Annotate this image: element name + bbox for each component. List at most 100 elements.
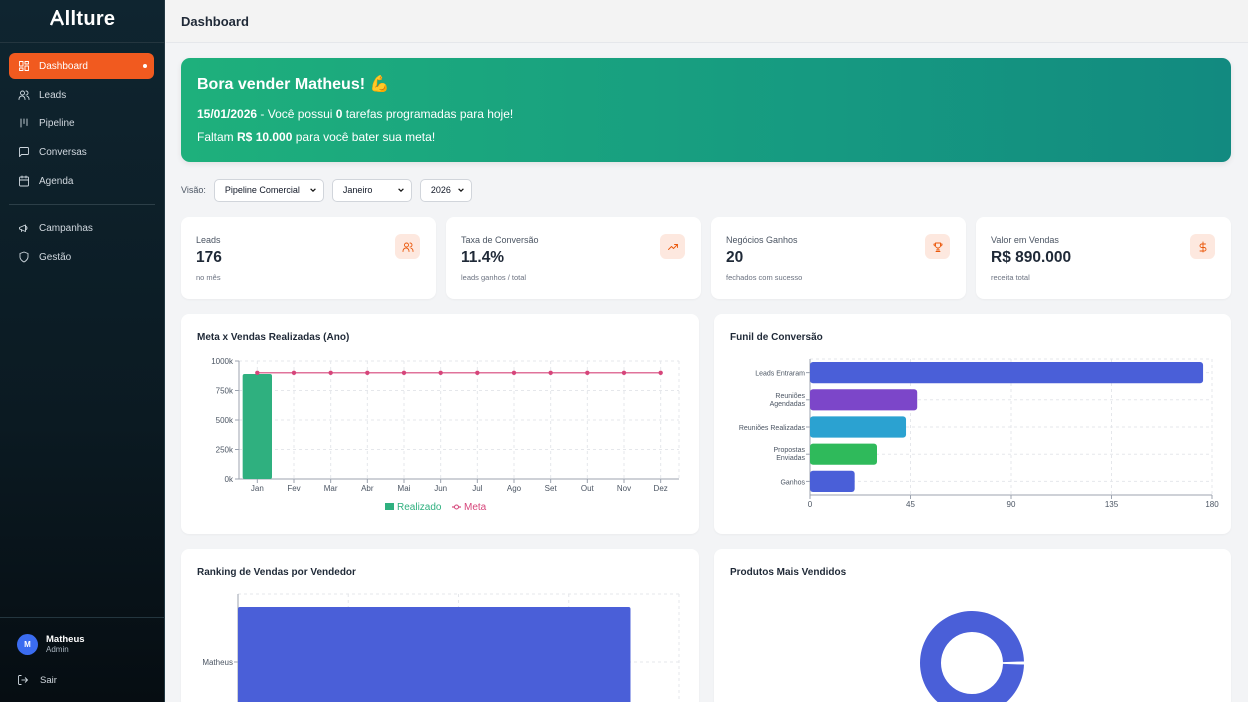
sidebar-item-conversas[interactable]: Conversas — [9, 139, 154, 165]
y-tick-label: Leads Entraram — [755, 371, 805, 378]
y-tick-label: 500k — [216, 416, 234, 425]
meta-point — [438, 370, 443, 375]
sidebar-divider — [0, 617, 165, 618]
kpi-subtitle: fechados com sucesso — [726, 273, 803, 282]
chart-title: Produtos Mais Vendidos — [730, 567, 847, 578]
users-icon — [18, 89, 30, 101]
kpi-card-conversion: Taxa de Conversão 11.4% leads ganhos / t… — [446, 217, 701, 299]
sidebar-item-label: Gestão — [39, 251, 72, 263]
meta-point — [291, 370, 297, 375]
meta-point — [585, 370, 590, 375]
megaphone-icon — [18, 222, 30, 234]
logout-button[interactable]: Sair — [17, 674, 57, 686]
banner-text: tarefas programadas para hoje! — [342, 107, 514, 121]
welcome-banner: Bora vender Matheus! 💪 15/01/2026 - Você… — [181, 58, 1231, 162]
banner-text: - Você possui — [257, 107, 336, 121]
ranking-bar — [238, 607, 631, 702]
avatar: M — [17, 634, 38, 655]
x-tick-label: Jul — [472, 484, 482, 493]
logo-text: llture — [64, 8, 116, 30]
produtos-chart — [920, 611, 1024, 702]
meta-point — [365, 370, 370, 375]
x-tick-label: 45 — [906, 500, 915, 509]
x-tick-label: 0 — [808, 500, 813, 509]
kpi-value: R$ 890.000 — [991, 249, 1072, 266]
legend-swatch-meta-dot — [454, 504, 459, 510]
x-tick-label: 90 — [1007, 500, 1016, 509]
trophy-icon — [925, 234, 950, 259]
legend-label-meta: Meta — [464, 502, 487, 513]
banner-task-count: 0 — [335, 107, 343, 121]
legend-label-realizado: Realizado — [397, 502, 442, 513]
ranking-chart: Matheus — [202, 593, 680, 702]
banner-goal-line: Faltam R$ 10.000 para você bater sua met… — [197, 130, 435, 144]
month-select-value: Janeiro — [342, 185, 373, 195]
kpi-value: 20 — [726, 249, 744, 266]
sidebar-item-gestao[interactable]: Gestão — [9, 244, 154, 270]
sidebar-item-label: Agenda — [39, 175, 74, 187]
y-tick-label: Ganhos — [780, 479, 805, 486]
meta-point — [548, 370, 553, 375]
bar-realizado — [242, 373, 272, 479]
banner-date: 15/01/2026 — [197, 107, 258, 121]
sidebar-item-agenda[interactable]: Agenda — [9, 168, 154, 194]
chat-icon — [18, 146, 30, 158]
month-select[interactable]: Janeiro — [331, 178, 412, 202]
meta-point — [328, 370, 333, 375]
sidebar-item-pipeline[interactable]: Pipeline — [9, 110, 154, 136]
user-role: Admin — [46, 645, 69, 654]
y-tick-label: Enviadas — [776, 455, 805, 462]
funnel-bar — [810, 361, 1204, 384]
banner-title: Bora vender Matheus! 💪 — [197, 76, 390, 93]
meta-point — [475, 370, 480, 375]
y-tick-label: 1000k — [211, 357, 234, 366]
y-tick-label: Reuniões — [775, 393, 805, 400]
kpi-value: 11.4% — [461, 249, 505, 266]
sidebar-item-dashboard[interactable]: Dashboard — [9, 53, 154, 79]
user-profile[interactable]: M Matheus Admin — [17, 634, 85, 655]
view-select-value: Pipeline Comercial — [224, 185, 300, 195]
x-tick-label: Mar — [324, 484, 338, 493]
sidebar-item-leads[interactable]: Leads — [9, 82, 154, 108]
calendar-icon — [18, 175, 30, 187]
y-tick-label: Reuniões Realizadas — [739, 425, 806, 432]
sidebar: llture Dashboard Leads Pipeline Conversa… — [0, 0, 165, 702]
x-tick-label: Out — [581, 484, 595, 493]
x-tick-label: 180 — [1205, 500, 1219, 509]
users-icon — [395, 234, 420, 259]
banner-text: Faltam — [197, 130, 238, 144]
panel-meta-vendas: Meta x Vendas Realizadas (Ano) 0k 250k 500… — [181, 314, 699, 534]
sidebar-item-campanhas[interactable]: Campanhas — [9, 215, 154, 241]
page-title: Dashboard — [181, 14, 249, 29]
kpi-label: Valor em Vendas — [991, 235, 1059, 245]
panel-funil: Funil de Conversão 0 45 90 135 180 Leads Entr… — [714, 314, 1231, 534]
year-select[interactable]: 2026 — [419, 178, 472, 202]
chevron-down-icon — [398, 188, 404, 193]
kpi-label: Leads — [196, 235, 221, 245]
panel-ranking: Ranking de Vendas por Vendedor Matheus — [181, 549, 699, 702]
kpi-label: Taxa de Conversão — [461, 235, 539, 245]
banner-amount: R$ 10.000 — [237, 130, 293, 144]
kpi-label: Negócios Ganhos — [726, 235, 798, 245]
sidebar-item-label: Dashboard — [39, 60, 88, 72]
active-dot — [143, 64, 147, 68]
logo-a-icon — [49, 10, 64, 26]
chart-title: Funil de Conversão — [730, 332, 823, 343]
kanban-icon — [18, 117, 30, 129]
chevron-down-icon — [310, 188, 316, 193]
funnel-bar — [810, 389, 918, 411]
funnel-bar — [810, 443, 877, 465]
meta-point — [621, 370, 627, 375]
app-logo[interactable]: llture — [0, 8, 165, 34]
filter-label: Visão: — [181, 185, 206, 195]
x-tick-label: Abr — [361, 484, 374, 493]
view-select[interactable]: Pipeline Comercial — [213, 178, 324, 202]
meta-point — [658, 370, 663, 375]
logout-icon — [18, 675, 29, 685]
kpi-value: 176 — [196, 249, 222, 266]
y-tick-label: Agendadas — [770, 401, 806, 408]
donut-slice — [920, 611, 1024, 702]
sidebar-item-label: Campanhas — [39, 222, 93, 234]
meta-vendas-chart: 0k 250k 500k 750k 1000k Jan Fev Mar Abr Mai Jun Jul… — [211, 357, 680, 513]
y-tick-label: 750k — [216, 387, 234, 396]
